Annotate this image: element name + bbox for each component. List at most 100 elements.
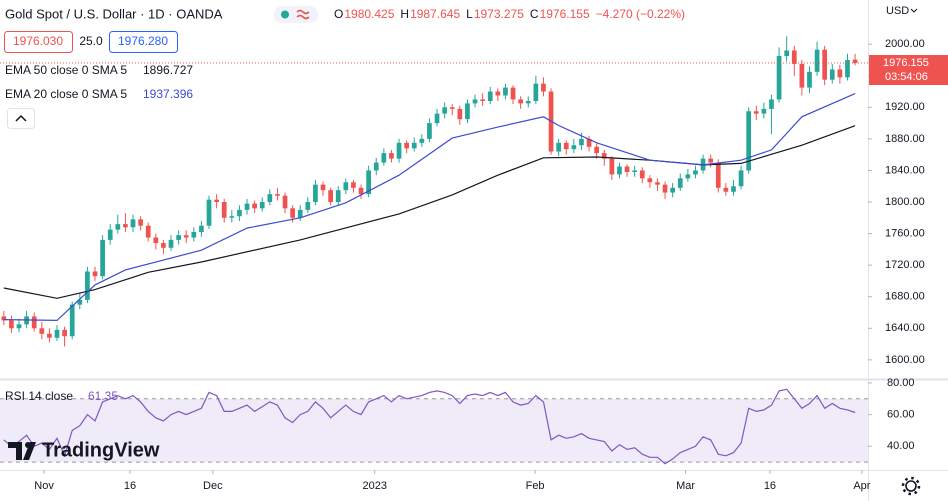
candle-body xyxy=(168,239,174,248)
candle-body xyxy=(343,182,349,191)
rsi-value: 61.35 xyxy=(88,389,118,403)
candle-body xyxy=(404,142,409,149)
candle-body xyxy=(275,194,280,196)
ask: 1976.280 xyxy=(118,34,168,48)
last-price: 1976.155 xyxy=(883,57,929,69)
y-tick-label: 1680.00 xyxy=(885,291,925,303)
y-tick-label: 1880.00 xyxy=(885,133,925,145)
candle-body xyxy=(472,99,478,104)
change: −4.270 (−0.22%) xyxy=(596,7,685,21)
candle-body xyxy=(107,229,113,240)
candle-body xyxy=(358,187,364,195)
candle-body xyxy=(624,166,630,173)
candle-body xyxy=(799,63,805,88)
candle-body xyxy=(510,87,516,100)
gear-teeth xyxy=(901,476,921,496)
candle-body xyxy=(829,69,835,80)
x-tick-label: 16 xyxy=(124,480,136,492)
candle-body xyxy=(731,186,736,192)
countdown: 03:54:06 xyxy=(885,71,928,83)
candle-body xyxy=(411,142,417,149)
ema20-value: 1937.396 xyxy=(143,87,193,101)
candle-body xyxy=(457,108,463,120)
candle-body xyxy=(85,271,90,300)
candle-body xyxy=(449,107,455,109)
candle-body xyxy=(69,304,75,337)
candle-body xyxy=(130,219,136,228)
x-tick-label: Dec xyxy=(203,480,223,492)
candle-body xyxy=(822,49,828,80)
button-bg xyxy=(7,108,35,129)
rsi-tick-label: 80.00 xyxy=(887,377,915,389)
currency-caret xyxy=(910,8,918,13)
ohlc-legend: O 1980.425 H 1987.645 L 1973.275 C 1976.155 xyxy=(334,7,590,21)
candle-body xyxy=(237,209,242,217)
candle-body xyxy=(335,190,341,203)
ema-line xyxy=(3,93,856,322)
logo-dot xyxy=(25,442,31,448)
candle-body xyxy=(427,123,432,139)
candle-body xyxy=(221,202,227,218)
candle-body xyxy=(183,235,189,238)
candle-body xyxy=(153,237,159,244)
candle-body xyxy=(381,153,387,163)
y-tick-label: 2000.00 xyxy=(885,38,925,50)
ohlc-value: 1987.645 xyxy=(410,7,460,21)
candle-body xyxy=(685,174,691,179)
x-tick-label: Mar xyxy=(676,480,695,492)
rsi-band xyxy=(0,398,868,463)
bid-box[interactable] xyxy=(4,31,73,53)
candle-body xyxy=(351,182,356,188)
ask-box[interactable] xyxy=(109,31,178,53)
logo-text: TradingView xyxy=(42,439,160,461)
settings-gear[interactable] xyxy=(901,476,921,496)
candle-body xyxy=(753,111,759,114)
candle-body xyxy=(845,59,850,78)
y-tick-label: 1840.00 xyxy=(885,164,925,176)
ema20-label: EMA 20 close 0 SMA 5 xyxy=(5,87,127,101)
candle-body xyxy=(533,83,539,102)
candle-body xyxy=(594,146,600,154)
status-icons[interactable] xyxy=(274,6,318,23)
candle-body xyxy=(419,138,425,143)
x-tick-label: Nov xyxy=(34,480,54,492)
y-tick-label: 1920.00 xyxy=(885,101,925,113)
candle-body xyxy=(465,103,470,120)
candle-body xyxy=(252,203,257,209)
rsi-label: RSI 14 close xyxy=(5,389,73,403)
candle-body xyxy=(206,199,212,226)
candle-body xyxy=(579,138,584,146)
x-tick-label: Apr xyxy=(853,480,870,492)
candle-body xyxy=(267,194,273,203)
candle-body xyxy=(670,187,676,193)
ohlc-key: C xyxy=(530,7,539,21)
candle-body xyxy=(791,50,797,64)
candle-body xyxy=(693,170,698,175)
ohlc-value: 1976.155 xyxy=(540,7,590,21)
ema50-value: 1896.727 xyxy=(143,63,193,77)
candle-body xyxy=(723,187,729,192)
candle-body xyxy=(563,142,569,150)
candle-body xyxy=(480,99,486,102)
candle-body xyxy=(145,225,151,238)
candle-body xyxy=(442,107,447,114)
spread: 25.0 xyxy=(79,34,103,48)
candle-body xyxy=(503,87,508,96)
candle-body xyxy=(1,316,7,321)
ema50-label: EMA 50 close 0 SMA 5 xyxy=(5,63,127,77)
collapse-button[interactable] xyxy=(7,108,35,129)
candle-body xyxy=(738,170,744,187)
candle-body xyxy=(259,202,265,209)
candle-body xyxy=(852,59,858,64)
y-tick-label: 1720.00 xyxy=(885,259,925,271)
candle-body xyxy=(39,328,45,334)
candle-body xyxy=(746,111,752,171)
currency[interactable]: USD xyxy=(886,5,909,17)
candle-body xyxy=(434,113,440,124)
rsi-tick-label: 40.00 xyxy=(887,440,915,452)
candle-body xyxy=(769,99,774,109)
candle-body xyxy=(677,178,683,188)
plot xyxy=(0,36,868,465)
candle-body xyxy=(244,203,250,210)
